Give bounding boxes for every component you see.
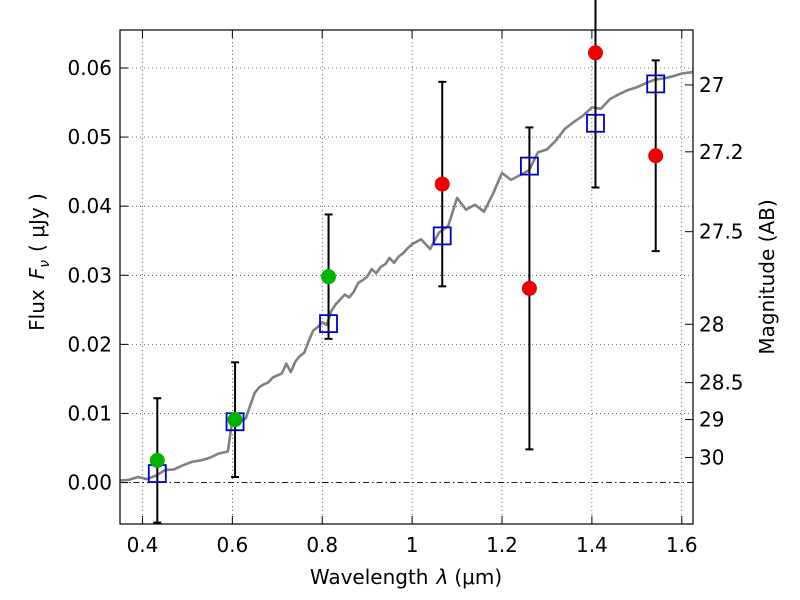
magnitude-tick-label: 30 bbox=[699, 445, 724, 469]
magnitude-axis-ticks: 27 27.2 27.5 28 28.5 29 30 bbox=[685, 73, 744, 469]
model-photometry-square bbox=[432, 226, 452, 246]
observed-flux-point bbox=[321, 269, 337, 285]
magnitude-tick-label: 28 bbox=[699, 312, 724, 336]
x-tick-label: 0.4 bbox=[127, 533, 159, 557]
y-tick-label: 0.06 bbox=[67, 56, 112, 80]
y-tick-label: 0.02 bbox=[67, 332, 112, 356]
model-photometry-square bbox=[646, 74, 666, 94]
observed-flux-point bbox=[521, 280, 537, 296]
magnitude-tick-label: 27.5 bbox=[699, 220, 744, 244]
y-tick-label: 0.05 bbox=[67, 125, 112, 149]
observed-flux-point bbox=[149, 452, 165, 468]
y-tick-label: 0.04 bbox=[67, 194, 112, 218]
x-tick-label: 1.2 bbox=[486, 533, 518, 557]
plot-background bbox=[120, 30, 693, 524]
y-tick-label: 0.00 bbox=[67, 471, 112, 495]
y-axis-label: FluxFν( μJy ) bbox=[25, 193, 53, 331]
x-axis-label: Wavelength λ (μm) bbox=[310, 565, 502, 589]
y-axis-ticks: 0.00 0.01 0.02 0.03 0.04 0.05 0.06 bbox=[67, 56, 128, 495]
observed-flux-markers bbox=[149, 45, 664, 468]
x-tick-label: 0.6 bbox=[216, 533, 248, 557]
x-tick-label: 0.8 bbox=[306, 533, 338, 557]
observed-flux-point bbox=[648, 148, 664, 164]
model-photometry-markers bbox=[147, 74, 666, 483]
magnitude-axis-label: Magnitude (AB) bbox=[755, 199, 779, 354]
observed-flux-point bbox=[227, 412, 243, 428]
magnitude-tick-label: 27.2 bbox=[699, 140, 744, 164]
model-photometry-square bbox=[586, 113, 605, 133]
x-axis-ticks: 0.4 0.6 0.8 1 1.2 1.4 1.6 bbox=[127, 30, 698, 557]
y-tick-label: 0.01 bbox=[67, 401, 112, 425]
model-photometry-square bbox=[319, 314, 338, 334]
x-tick-label: 1.6 bbox=[666, 533, 698, 557]
plot-frame bbox=[119, 29, 694, 525]
x-tick-label: 1 bbox=[406, 533, 419, 557]
observed-flux-point bbox=[587, 45, 603, 61]
magnitude-tick-label: 27 bbox=[699, 73, 724, 97]
observed-flux-point bbox=[434, 176, 450, 192]
y-tick-label: 0.03 bbox=[67, 263, 112, 287]
x-tick-label: 1.4 bbox=[576, 533, 608, 557]
magnitude-tick-label: 28.5 bbox=[699, 371, 744, 395]
magnitude-tick-label: 29 bbox=[699, 408, 724, 432]
model-photometry-square bbox=[520, 156, 539, 176]
